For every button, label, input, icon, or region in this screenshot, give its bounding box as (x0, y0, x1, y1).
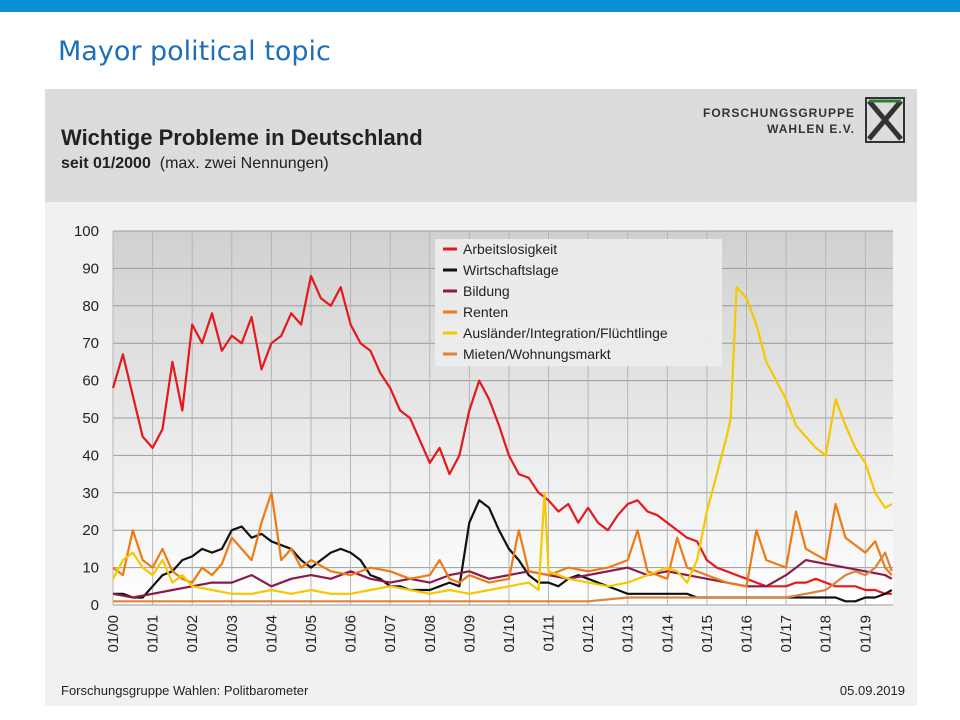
logo-line2: WAHLEN E.V. (767, 122, 855, 136)
line-chart: 0 10 20 30 40 50 60 70 80 90 100 01/00 01/01 01/02 01/… (74, 223, 893, 653)
x-tick-label: 01/19 (857, 615, 874, 653)
slide-title: Mayor political topic (58, 36, 331, 67)
x-tick-label: 01/05 (303, 615, 320, 653)
legend-label: Bildung (463, 283, 510, 299)
y-tick-label: 20 (82, 522, 99, 539)
series-line-mieten (113, 551, 893, 603)
legend-label: Arbeitslosigkeit (463, 241, 557, 257)
y-tick-label: 90 (82, 260, 99, 277)
logo-text: FORSCHUNGSGRUPPE WAHLEN E.V. (703, 105, 855, 137)
x-tick-label: 01/09 (461, 615, 478, 653)
logo-line1: FORSCHUNGSGRUPPE (702, 106, 855, 120)
x-tick-label: 01/14 (659, 615, 676, 653)
y-tick-label: 30 (82, 485, 99, 502)
legend-label: Wirtschaftslage (463, 262, 559, 278)
y-tick-label: 100 (74, 223, 99, 240)
fgw-logo: FORSCHUNGSGRUPPE WAHLEN E.V. (703, 95, 905, 145)
x-tick-label: 01/04 (263, 615, 280, 653)
x-tick-label: 01/06 (343, 615, 360, 653)
y-tick-label: 50 (82, 410, 99, 427)
x-tick-label: 01/03 (224, 615, 241, 653)
chart-date: 05.09.2019 (839, 683, 905, 698)
top-accent-bar (0, 0, 960, 12)
chart-source: Forschungsgruppe Wahlen: Politbarometer (61, 683, 309, 698)
legend-label: Mieten/Wohnungsmarkt (463, 346, 611, 362)
x-tick-label: 01/15 (699, 615, 716, 653)
x-tick-label: 01/11 (541, 615, 558, 651)
x-tick-label: 01/00 (105, 615, 122, 653)
legend-label: Renten (463, 304, 508, 320)
y-tick-label: 70 (82, 335, 99, 352)
x-tick-label: 01/18 (818, 615, 835, 653)
chart-header: Wichtige Probleme in Deutschland seit 01… (45, 89, 917, 202)
series-line-renten (112, 491, 893, 588)
legend-box (435, 239, 722, 366)
chart-subtitle-bold: seit 01/2000 (61, 155, 151, 172)
x-tick-label: 01/08 (422, 615, 439, 653)
x-tick-label: 01/02 (184, 615, 201, 653)
y-tick-label: 0 (91, 597, 99, 614)
chart-subtitle-rest: (max. zwei Nennungen) (159, 155, 329, 172)
x-tick-label: 01/17 (778, 615, 795, 653)
legend-label: Ausländer/Integration/Flüchtlinge (463, 325, 668, 341)
y-tick-label: 80 (82, 298, 99, 315)
x-tick-label: 01/12 (580, 615, 597, 653)
chart-title: Wichtige Probleme in Deutschland (61, 125, 423, 150)
series-line-auslaender (112, 286, 893, 595)
y-tick-label: 10 (82, 560, 99, 577)
x-tick-label: 01/10 (501, 615, 518, 653)
chart-subtitle: seit 01/2000 (max. zwei Nennungen) (61, 155, 329, 173)
y-tick-label: 40 (82, 447, 99, 464)
x-tick-label: 01/07 (382, 615, 399, 653)
x-tick-label: 01/13 (620, 615, 637, 653)
x-tick-label: 01/01 (145, 615, 162, 653)
y-tick-label: 60 (82, 373, 99, 390)
logo-x-icon (865, 97, 905, 143)
x-tick-label: 01/16 (739, 615, 756, 653)
